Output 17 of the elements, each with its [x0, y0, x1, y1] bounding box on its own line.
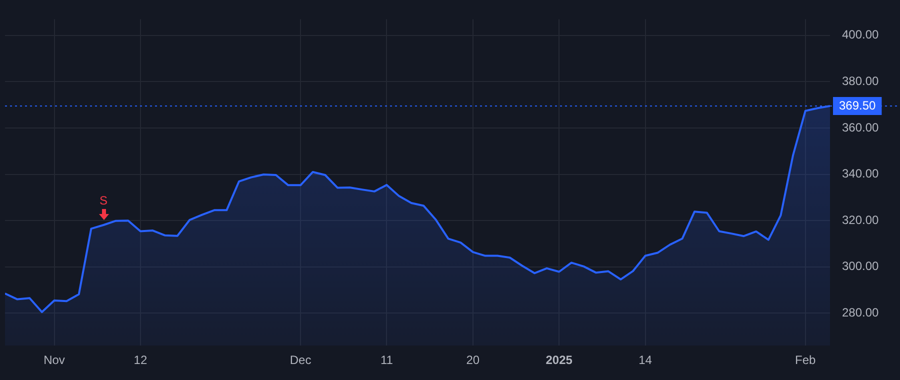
x-tick-label: 2025 — [546, 353, 573, 368]
x-tick-label: 14 — [638, 353, 652, 368]
y-tick-label: 380.00 — [842, 74, 880, 88]
x-tick-label: 20 — [466, 353, 480, 368]
annotation: S — [100, 193, 108, 208]
x-tick-label: Feb — [795, 353, 816, 368]
x-tick-label: 12 — [134, 353, 148, 368]
x-tick-label: 11 — [380, 353, 394, 368]
x-tick-label: Nov — [44, 353, 65, 368]
y-tick-label: 340.00 — [842, 166, 880, 181]
x-tick-label: Dec — [290, 353, 312, 368]
y-tick-label: 400.00 — [842, 28, 880, 42]
y-tick-label: 360.00 — [842, 120, 880, 134]
y-tick-label: 320.00 — [842, 212, 880, 227]
ref-line-label: 369.50 — [839, 98, 876, 112]
y-tick-label: 300.00 — [842, 259, 880, 274]
y-tick-label: 280.00 — [842, 306, 880, 320]
